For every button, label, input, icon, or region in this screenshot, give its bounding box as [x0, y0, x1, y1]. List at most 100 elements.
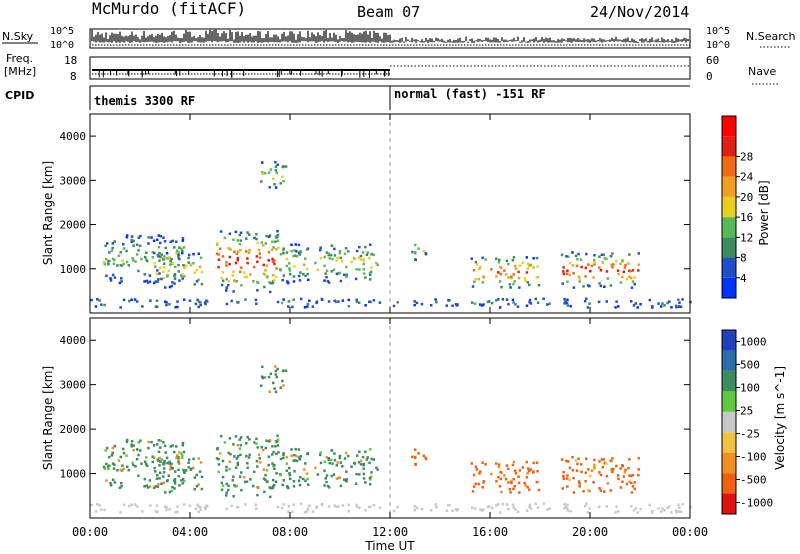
- power-cell: [200, 270, 204, 274]
- velocity-cell: [257, 453, 261, 457]
- power-cell: [611, 265, 614, 269]
- velocity-cell: [223, 441, 227, 444]
- power-cell: [246, 231, 249, 234]
- power-cell: [633, 282, 636, 286]
- velocity-cell: [220, 488, 224, 492]
- velocity-cell: [110, 454, 114, 457]
- power-cell: [133, 298, 137, 301]
- power-ylabel: Slant Range [km]: [41, 161, 55, 265]
- velocity-cell: [679, 510, 683, 514]
- velocity-cell: [157, 438, 161, 442]
- velocity-cell: [666, 506, 669, 510]
- velocity-cell: [481, 461, 484, 464]
- velocity-cell: [215, 457, 219, 460]
- power-cell: [414, 251, 417, 254]
- power-cell: [497, 271, 500, 274]
- velocity-cell: [256, 465, 259, 468]
- velocity-cell: [632, 509, 636, 512]
- power-cell: [335, 259, 339, 262]
- colorbar-cell: [722, 277, 736, 298]
- power-cell: [117, 254, 121, 258]
- velocity-cell: [236, 443, 240, 447]
- velocity-cell: [159, 439, 163, 443]
- colorbar-cell: [722, 473, 736, 494]
- velocity-cell: [490, 472, 493, 476]
- velocity-cell: [246, 466, 249, 470]
- power-cell: [358, 245, 361, 249]
- velocity-cell: [236, 455, 240, 458]
- velocity-cell: [376, 468, 379, 471]
- velocity-cell: [102, 465, 106, 469]
- velocity-cell: [169, 468, 172, 471]
- colorbar-cell: [722, 116, 736, 137]
- velocity-cell: [187, 466, 190, 469]
- power-cell: [505, 298, 509, 301]
- velocity-cell: [182, 468, 185, 472]
- velocity-cell: [526, 485, 529, 489]
- velocity-cell: [338, 456, 342, 460]
- velocity-cell: [291, 510, 294, 514]
- freq-tick-bottom: 8: [70, 70, 77, 83]
- power-cell: [320, 297, 324, 301]
- power-cell: [168, 285, 172, 289]
- power-cell: [566, 304, 570, 307]
- power-cell: [622, 270, 626, 274]
- velocity-cell: [273, 387, 276, 390]
- velocity-cell: [532, 471, 535, 474]
- x-tick-label: 08:00: [272, 525, 308, 539]
- power-cell: [337, 300, 340, 303]
- power-cell: [138, 244, 142, 248]
- power-cell: [338, 271, 342, 275]
- power-cell: [341, 260, 344, 263]
- power-cell: [445, 304, 449, 307]
- power-cell: [174, 306, 177, 309]
- velocity-cell: [521, 466, 525, 469]
- power-cell: [336, 256, 339, 260]
- power-cell: [225, 261, 228, 264]
- power-cell: [598, 282, 601, 285]
- velocity-colorbar-tick: 100: [740, 382, 760, 395]
- velocity-cell: [165, 508, 168, 512]
- power-cell: [593, 261, 596, 264]
- velocity-cell: [525, 460, 529, 464]
- velocity-cell: [149, 504, 152, 507]
- velocity-cell: [156, 485, 160, 488]
- power-cell: [561, 282, 564, 285]
- power-cell: [184, 264, 188, 267]
- power-cell: [181, 237, 185, 240]
- power-cell: [264, 273, 267, 277]
- power-cell: [616, 269, 620, 272]
- velocity-cell: [478, 472, 481, 475]
- colorbar-cell: [722, 391, 736, 412]
- power-cell: [155, 238, 159, 242]
- station-title: McMurdo (fitACF): [92, 0, 246, 18]
- velocity-cell: [490, 506, 494, 510]
- velocity-cell: [306, 452, 309, 456]
- power-cell: [193, 283, 196, 286]
- cpid-strip: themis 3300 RF normal (fast) -151 RF: [89, 85, 690, 110]
- power-cell: [169, 240, 173, 244]
- power-cell: [481, 256, 484, 260]
- velocity-cell: [121, 464, 124, 467]
- velocity-cell: [174, 510, 177, 514]
- velocity-cell: [143, 460, 147, 464]
- velocity-cell: [362, 462, 365, 466]
- power-cell: [270, 248, 274, 252]
- power-cell: [239, 239, 243, 242]
- power-cell: [162, 262, 166, 266]
- power-cell: [235, 279, 239, 283]
- velocity-cell: [151, 460, 155, 464]
- power-cell: [631, 280, 635, 283]
- colorbar-cell: [722, 237, 736, 258]
- power-cell: [478, 267, 481, 270]
- velocity-cell: [94, 510, 98, 513]
- velocity-cell: [611, 470, 614, 474]
- velocity-cell: [217, 463, 221, 466]
- power-cell: [364, 276, 367, 279]
- velocity-cell: [505, 503, 509, 506]
- velocity-cell: [612, 467, 615, 471]
- power-cell: [308, 299, 311, 303]
- power-cell: [605, 257, 608, 261]
- velocity-cell: [571, 455, 574, 459]
- power-cell: [615, 259, 618, 263]
